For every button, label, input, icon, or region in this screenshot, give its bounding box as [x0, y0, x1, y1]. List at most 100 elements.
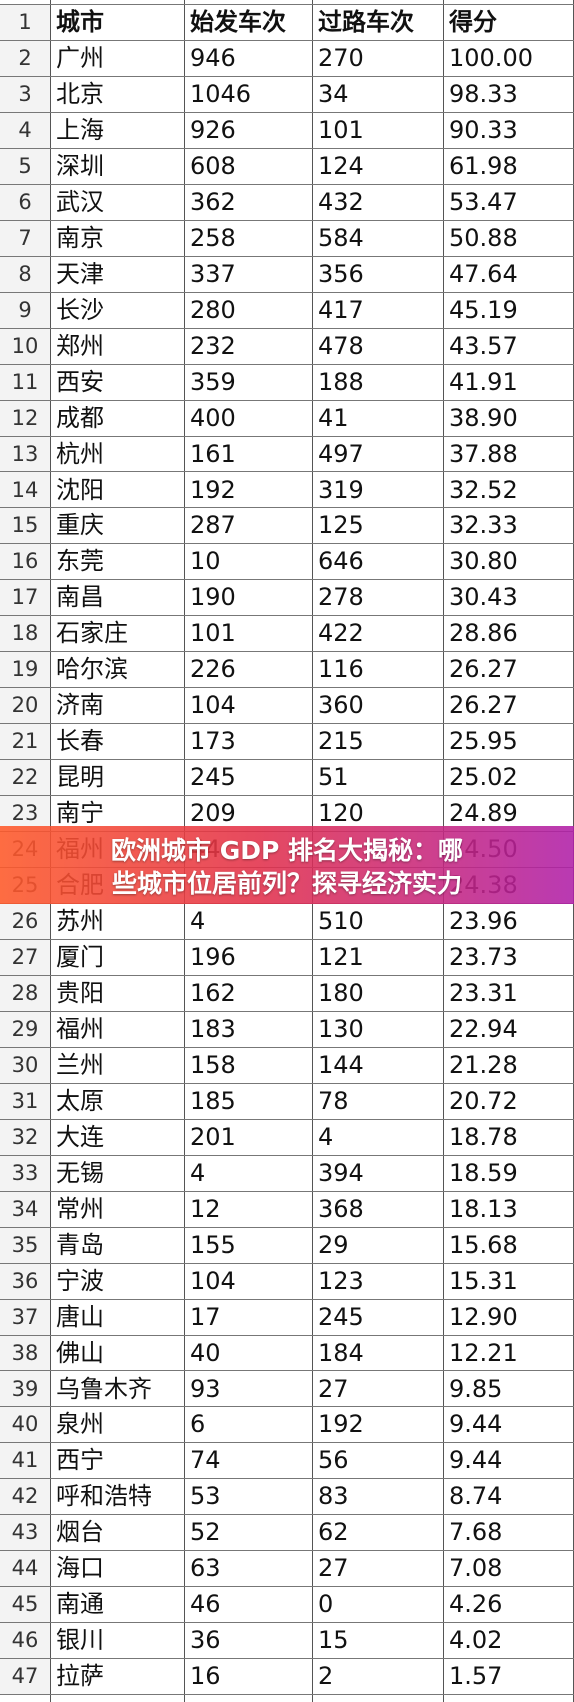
city-cell[interactable]: 长沙 [56, 295, 104, 324]
row-number[interactable]: 43 [0, 1514, 50, 1551]
departing-trains-cell[interactable]: 280 [190, 295, 236, 324]
row-number[interactable]: 20 [0, 687, 50, 724]
row-number[interactable]: 5 [0, 147, 50, 184]
departing-trains-cell[interactable]: 245 [190, 763, 236, 792]
passing-trains-cell[interactable]: 83 [318, 1482, 349, 1511]
row-number[interactable]: 30 [0, 1046, 50, 1083]
passing-trains-cell[interactable]: 646 [318, 547, 364, 576]
score-cell[interactable]: 28.86 [449, 619, 518, 648]
departing-trains-cell[interactable]: 104 [190, 691, 236, 720]
row-number[interactable]: 9 [0, 291, 50, 328]
row-number[interactable]: 29 [0, 1010, 50, 1047]
city-cell[interactable]: 青岛 [56, 1230, 104, 1259]
passing-trains-cell[interactable]: 56 [318, 1446, 349, 1475]
departing-trains-cell[interactable]: 359 [190, 367, 236, 396]
passing-trains-cell[interactable]: 270 [318, 44, 364, 72]
row-number[interactable]: 15 [0, 507, 50, 544]
row-number[interactable]: 45 [0, 1586, 50, 1623]
passing-trains-cell[interactable]: 180 [318, 978, 364, 1007]
city-cell[interactable]: 郑州 [56, 331, 104, 360]
score-cell[interactable]: 9.44 [449, 1410, 503, 1439]
score-cell[interactable]: 26.27 [449, 655, 518, 684]
departing-trains-cell[interactable]: 4 [190, 907, 206, 936]
city-cell[interactable]: 南京 [56, 223, 104, 252]
city-cell[interactable]: 佛山 [56, 1338, 104, 1367]
score-cell[interactable]: 23.31 [449, 978, 518, 1007]
departing-trains-cell[interactable]: 608 [190, 151, 236, 180]
city-cell[interactable]: 南昌 [56, 583, 104, 612]
passing-trains-cell[interactable]: 0 [318, 1590, 334, 1619]
departing-trains-cell[interactable]: 162 [190, 978, 236, 1007]
departing-trains-cell[interactable]: 209 [190, 799, 236, 828]
departing-trains-cell[interactable]: 63 [190, 1554, 221, 1583]
score-cell[interactable]: 22.94 [449, 1014, 518, 1043]
score-cell[interactable]: 98.33 [449, 79, 518, 108]
city-cell[interactable]: 南宁 [56, 799, 104, 828]
row-number[interactable]: 17 [0, 579, 50, 616]
row-number[interactable]: 33 [0, 1154, 50, 1191]
passing-trains-cell[interactable]: 417 [318, 295, 364, 324]
score-cell[interactable]: 38.90 [449, 403, 518, 432]
departing-trains-cell[interactable]: 16 [190, 1662, 221, 1691]
passing-trains-cell[interactable]: 184 [318, 1338, 364, 1367]
departing-trains-cell[interactable]: 926 [190, 115, 236, 144]
score-cell[interactable]: 25.95 [449, 727, 518, 756]
score-cell[interactable]: 1.57 [449, 1662, 503, 1691]
departing-trains-cell[interactable]: 226 [190, 655, 236, 684]
score-cell[interactable]: 18.78 [449, 1122, 518, 1151]
score-cell[interactable]: 12.21 [449, 1338, 518, 1367]
score-cell[interactable]: 4.26 [449, 1590, 503, 1619]
city-cell[interactable]: 武汉 [56, 187, 104, 216]
row-number[interactable]: 46 [0, 1622, 50, 1659]
departing-trains-cell[interactable]: 36 [190, 1626, 221, 1655]
departing-trains-cell[interactable]: 287 [190, 511, 236, 540]
city-cell[interactable]: 贵阳 [56, 978, 104, 1007]
score-cell[interactable]: 32.52 [449, 475, 518, 504]
score-cell[interactable]: 30.43 [449, 583, 518, 612]
city-cell[interactable]: 唐山 [56, 1302, 104, 1331]
score-cell[interactable]: 15.31 [449, 1266, 518, 1295]
departing-trains-cell[interactable]: 1046 [190, 79, 252, 108]
passing-trains-cell[interactable]: 116 [318, 655, 364, 684]
passing-trains-cell[interactable]: 478 [318, 331, 364, 360]
city-cell[interactable]: 太原 [56, 1086, 104, 1115]
city-cell[interactable]: 呼和浩特 [56, 1482, 152, 1511]
row-number[interactable]: 21 [0, 723, 50, 760]
city-cell[interactable]: 哈尔滨 [56, 655, 128, 684]
city-cell[interactable]: 东莞 [56, 547, 104, 576]
departing-trains-cell[interactable]: 74 [190, 1446, 221, 1475]
city-cell[interactable]: 银川 [56, 1626, 104, 1655]
row-number[interactable]: 14 [0, 471, 50, 508]
score-cell[interactable]: 9.44 [449, 1446, 503, 1475]
departing-trains-cell[interactable]: 232 [190, 331, 236, 360]
city-cell[interactable]: 宁波 [56, 1266, 104, 1295]
passing-trains-cell[interactable]: 432 [318, 187, 364, 216]
city-cell[interactable]: 昆明 [56, 763, 104, 792]
row-number[interactable]: 38 [0, 1334, 50, 1371]
row-number[interactable]: 40 [0, 1406, 50, 1443]
row-number[interactable]: 6 [0, 183, 50, 220]
score-cell[interactable]: 23.96 [449, 907, 518, 936]
city-cell[interactable]: 常州 [56, 1194, 104, 1223]
row-number[interactable]: 11 [0, 363, 50, 400]
city-cell[interactable]: 广州 [56, 44, 104, 72]
city-cell[interactable]: 苏州 [56, 907, 104, 936]
passing-trains-cell[interactable]: 192 [318, 1410, 364, 1439]
row-number[interactable]: 12 [0, 399, 50, 436]
row-number[interactable]: 19 [0, 651, 50, 688]
departing-trains-cell[interactable]: 6 [190, 1410, 206, 1439]
city-cell[interactable]: 乌鲁木齐 [56, 1374, 152, 1403]
city-cell[interactable]: 天津 [56, 259, 104, 288]
row-number[interactable]: 4 [0, 111, 50, 148]
row-number[interactable]: 2 [0, 40, 50, 76]
header-departing-trains[interactable]: 始发车次 [190, 8, 286, 36]
city-cell[interactable]: 海口 [56, 1554, 104, 1583]
passing-trains-cell[interactable]: 130 [318, 1014, 364, 1043]
city-cell[interactable]: 无锡 [56, 1158, 104, 1187]
departing-trains-cell[interactable]: 362 [190, 187, 236, 216]
header-city[interactable]: 城市 [56, 8, 104, 36]
row-number[interactable]: 22 [0, 759, 50, 796]
passing-trains-cell[interactable]: 278 [318, 583, 364, 612]
departing-trains-cell[interactable]: 104 [190, 1266, 236, 1295]
passing-trains-cell[interactable]: 78 [318, 1086, 349, 1115]
